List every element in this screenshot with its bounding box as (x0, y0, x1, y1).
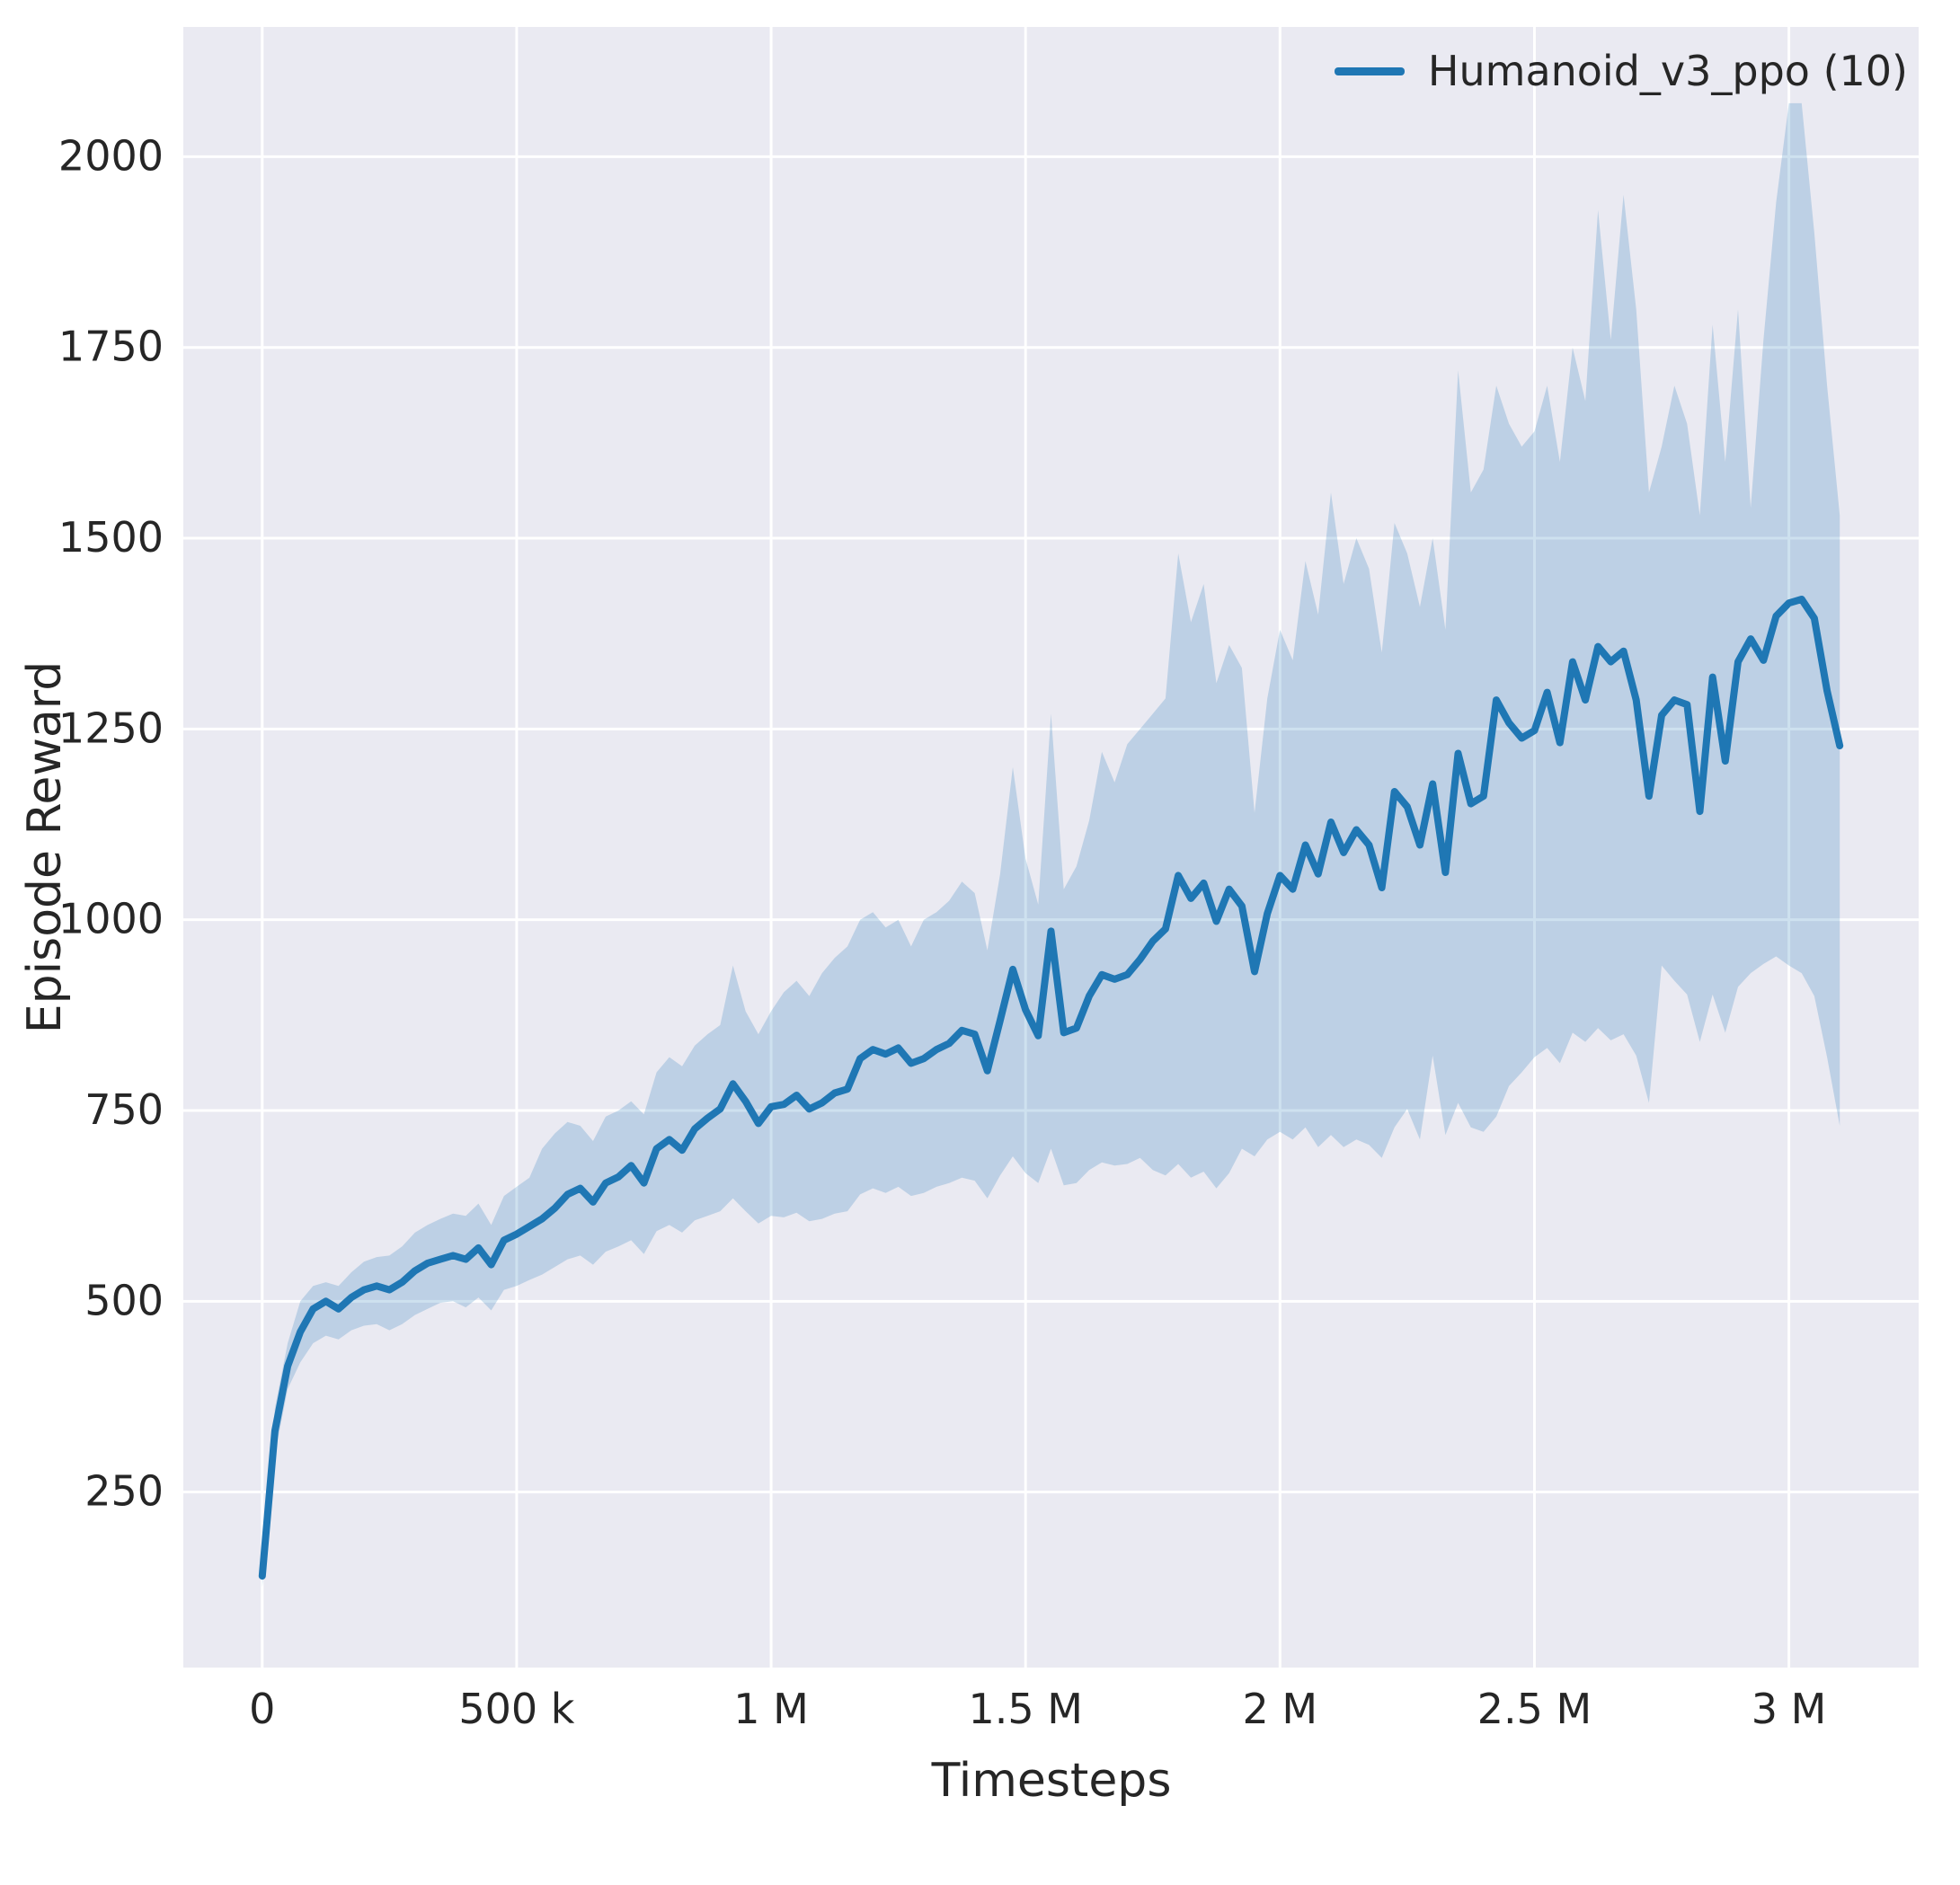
x-tick-label: 1.5 M (968, 1685, 1082, 1733)
y-tick-label: 1250 (58, 704, 164, 752)
x-tick-label: 1 M (733, 1685, 809, 1733)
x-tick-label: 2.5 M (1477, 1685, 1592, 1733)
confidence-band (262, 102, 1840, 1588)
y-tick-label: 1750 (58, 323, 164, 371)
x-tick-label: 3 M (1752, 1685, 1827, 1733)
x-tick-label: 0 (249, 1685, 275, 1733)
x-axis-label: Timesteps (931, 1754, 1172, 1808)
legend: Humanoid_v3_ppo (10) (1334, 47, 1908, 95)
y-tick-label: 500 (84, 1276, 164, 1324)
mean-line (258, 596, 1844, 1580)
y-tick-label: 1500 (58, 513, 164, 562)
y-axis-label: Episode Reward (18, 660, 72, 1034)
y-tick-label: 750 (84, 1085, 164, 1134)
y-tick-label: 2000 (58, 131, 164, 180)
axes-background (183, 27, 1919, 1668)
x-tick-label: 500 k (458, 1685, 574, 1733)
y-tick-label: 1000 (58, 895, 164, 943)
y-tick-label: 250 (84, 1467, 164, 1516)
x-tick-label: 2 M (1243, 1685, 1318, 1733)
legend-label: Humanoid_v3_ppo (10) (1427, 47, 1908, 95)
legend-line-sample (1334, 66, 1405, 75)
